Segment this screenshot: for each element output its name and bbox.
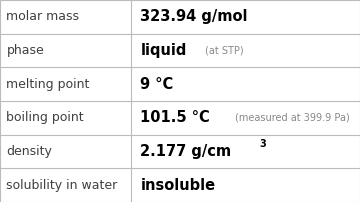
Text: 2.177 g/cm: 2.177 g/cm [140, 144, 231, 159]
Text: 3: 3 [259, 139, 266, 149]
Text: insoluble: insoluble [140, 178, 216, 193]
Text: 9 °C: 9 °C [140, 77, 174, 92]
Text: boiling point: boiling point [6, 111, 84, 124]
Text: (measured at 399.9 Pa): (measured at 399.9 Pa) [235, 113, 350, 123]
Text: melting point: melting point [6, 78, 90, 91]
Text: density: density [6, 145, 52, 158]
Text: 101.5 °C: 101.5 °C [140, 110, 210, 125]
Text: 323.94 g/mol: 323.94 g/mol [140, 9, 248, 24]
Text: solubility in water: solubility in water [6, 179, 118, 192]
Text: liquid: liquid [140, 43, 187, 58]
Text: phase: phase [6, 44, 44, 57]
Text: molar mass: molar mass [6, 10, 80, 23]
Text: (at STP): (at STP) [204, 45, 243, 56]
